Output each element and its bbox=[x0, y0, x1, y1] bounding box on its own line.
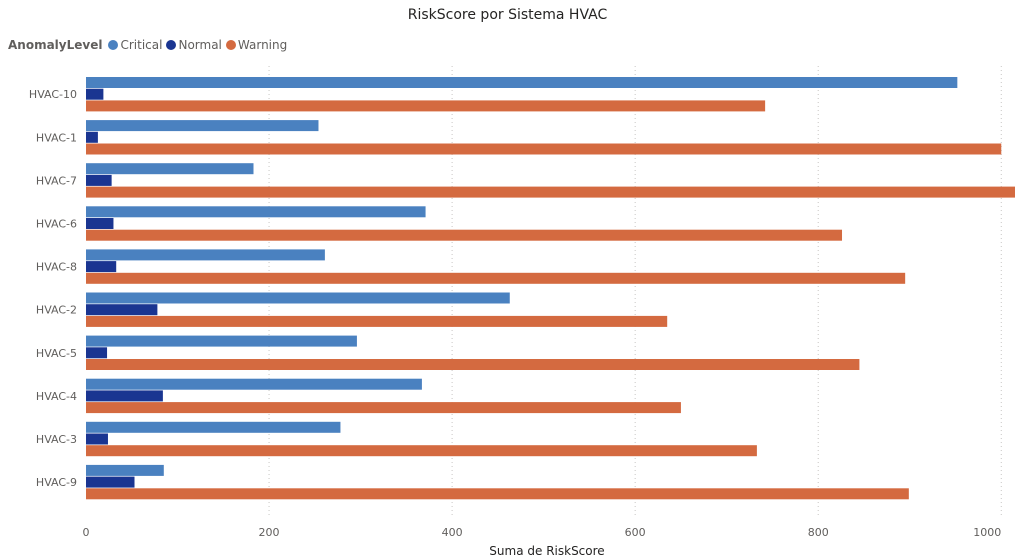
x-tick-label: 800 bbox=[808, 526, 829, 539]
gridlines bbox=[268, 66, 1002, 518]
bar-critical-hvac-3[interactable] bbox=[86, 421, 341, 433]
legend-label-warning: Warning bbox=[237, 38, 288, 52]
category-labels: HVAC-10 HVAC-1 HVAC-7 HVAC-6 HVAC-8 HVAC-2 HVA… bbox=[29, 88, 77, 489]
bar-normal-hvac-4[interactable] bbox=[86, 390, 163, 402]
bar-warning-hvac-4[interactable] bbox=[86, 402, 681, 414]
bar-warning-hvac-3[interactable] bbox=[86, 445, 757, 457]
category-label: HVAC-8 bbox=[36, 261, 77, 274]
x-axis-title: Suma de RiskScore bbox=[489, 544, 604, 558]
bar-normal-hvac-2[interactable] bbox=[86, 304, 158, 316]
legend-dot-critical bbox=[108, 40, 119, 50]
category-label: HVAC-7 bbox=[36, 174, 77, 187]
category-label: HVAC-1 bbox=[36, 131, 77, 144]
bar-normal-hvac-7[interactable] bbox=[86, 174, 112, 186]
bar-warning-hvac-2[interactable] bbox=[86, 315, 668, 327]
legend-item-critical[interactable]: Critical bbox=[108, 38, 162, 52]
bar-critical-hvac-5[interactable] bbox=[86, 335, 357, 347]
bar-critical-hvac-7[interactable] bbox=[86, 163, 254, 175]
category-label: HVAC-9 bbox=[36, 476, 77, 489]
bar-normal-hvac-8[interactable] bbox=[86, 261, 117, 273]
bar-critical-hvac-6[interactable] bbox=[86, 206, 426, 218]
x-tick-label: 400 bbox=[442, 526, 463, 539]
legend-item-normal[interactable]: Normal bbox=[166, 38, 222, 52]
bar-warning-hvac-1[interactable] bbox=[86, 143, 1002, 155]
bar-warning-hvac-5[interactable] bbox=[86, 359, 860, 370]
bar-normal-hvac-3[interactable] bbox=[86, 433, 108, 445]
x-tick-label: 200 bbox=[259, 526, 280, 539]
bar-critical-hvac-1[interactable] bbox=[86, 120, 319, 132]
bar-normal-hvac-6[interactable] bbox=[86, 218, 114, 229]
category-label: HVAC-2 bbox=[36, 304, 77, 317]
legend-item-warning[interactable]: Warning bbox=[225, 38, 288, 52]
bar-normal-hvac-5[interactable] bbox=[86, 347, 108, 359]
chart-title: RiskScore por Sistema HVAC bbox=[407, 7, 608, 23]
legend-dot-warning bbox=[225, 40, 236, 50]
bar-warning-hvac-8[interactable] bbox=[86, 272, 906, 284]
x-tick-label: 600 bbox=[625, 526, 646, 539]
bar-normal-hvac-10[interactable] bbox=[86, 88, 104, 100]
bar-critical-hvac-2[interactable] bbox=[86, 292, 510, 304]
legend-title: AnomalyLevel bbox=[8, 38, 103, 52]
category-label: HVAC-6 bbox=[36, 218, 77, 231]
category-label: HVAC-5 bbox=[36, 347, 77, 360]
bar-warning-hvac-7[interactable] bbox=[86, 186, 1015, 198]
bar-normal-hvac-9[interactable] bbox=[86, 476, 135, 488]
bar-warning-hvac-6[interactable] bbox=[86, 229, 843, 241]
x-tick-label: 1000 bbox=[973, 526, 1001, 539]
bar-critical-hvac-8[interactable] bbox=[86, 249, 325, 261]
category-label: HVAC-3 bbox=[36, 433, 77, 446]
category-label: HVAC-10 bbox=[29, 88, 77, 101]
bar-normal-hvac-1[interactable] bbox=[86, 131, 98, 143]
bars bbox=[86, 77, 1015, 500]
bar-critical-hvac-10[interactable] bbox=[86, 77, 958, 88]
legend-label-normal: Normal bbox=[178, 38, 222, 52]
bar-critical-hvac-4[interactable] bbox=[86, 378, 422, 390]
bar-warning-hvac-9[interactable] bbox=[86, 488, 909, 500]
legend-label-critical: Critical bbox=[120, 38, 163, 52]
x-tick-label: 0 bbox=[83, 526, 90, 539]
legend-dot-normal bbox=[166, 40, 177, 50]
category-label: HVAC-4 bbox=[36, 390, 77, 403]
legend: AnomalyLevel Critical Normal Warning bbox=[8, 36, 291, 54]
bar-warning-hvac-10[interactable] bbox=[86, 100, 766, 112]
bar-critical-hvac-9[interactable] bbox=[86, 464, 164, 476]
x-tick-labels: 0 200 400 600 800 1000 bbox=[83, 526, 1002, 539]
